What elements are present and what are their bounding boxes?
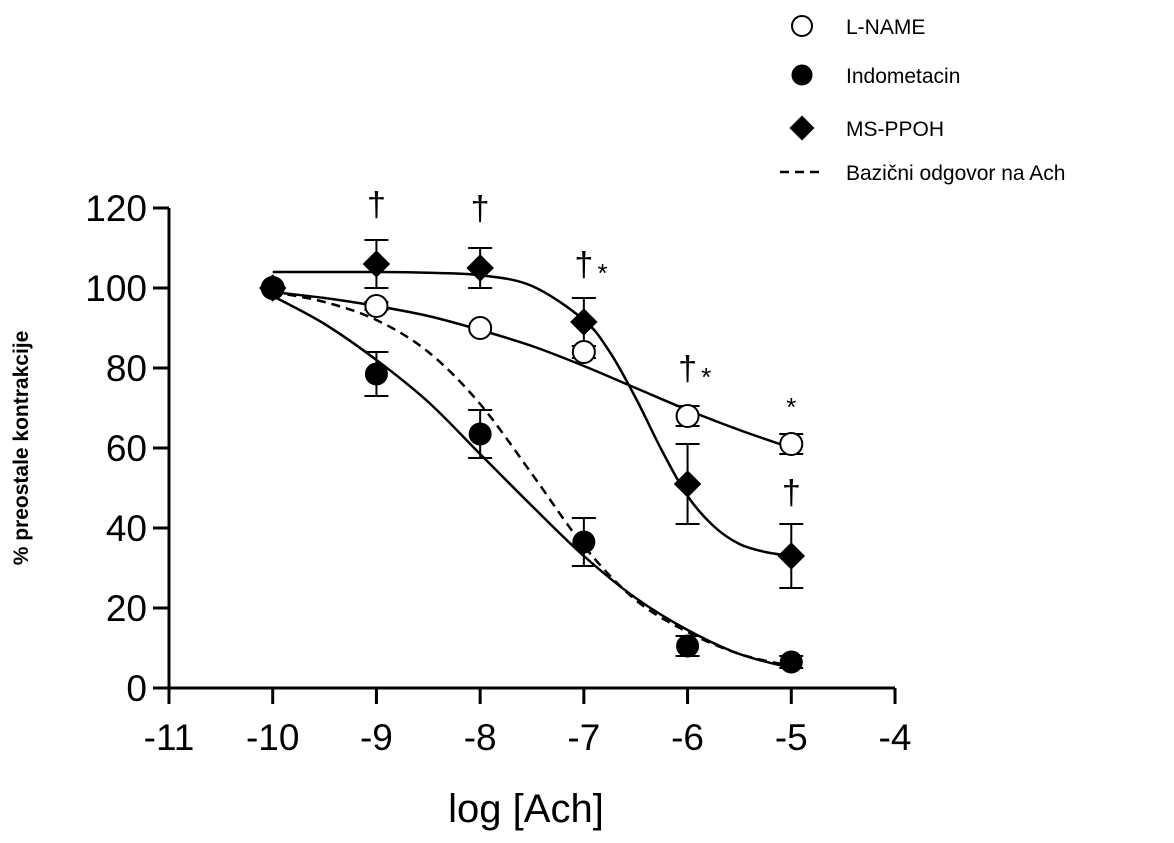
point-l-name-5 [779, 432, 804, 456]
point-indometacin-1 [364, 362, 388, 386]
significance-star-5: * [701, 362, 711, 392]
x-tick-label-10: -10 [246, 717, 299, 758]
significance-dagger-2: † [574, 246, 593, 284]
data-points [258, 250, 806, 674]
point-indometacin-5 [779, 650, 803, 674]
significance-star-6: * [786, 392, 796, 422]
point-l-name-2 [468, 316, 493, 340]
legend: L-NAME Indometacin MS-PPOH Bazični odgovor … [780, 15, 1065, 185]
x-tick-label-11: -11 [144, 717, 195, 758]
fit-curves [272, 270, 792, 670]
point-indometacin-2 [468, 422, 492, 446]
x-tick-label-5: -5 [775, 717, 808, 758]
y-tick-label-20: 20 [106, 588, 147, 629]
legend-marker [791, 15, 813, 37]
legend-label: Indometacin [846, 65, 960, 88]
legend-label: Bazični odgovor na Ach [846, 162, 1065, 185]
significance-dagger-7: † [782, 474, 801, 512]
error-bars [364, 239, 804, 669]
x-tick-label-9: -9 [360, 717, 393, 758]
point-indometacin-4 [676, 634, 700, 658]
point-indometacin-3 [572, 530, 596, 554]
legend-label: L-NAME [846, 16, 925, 39]
significance-dagger-0: † [367, 186, 386, 224]
legend-item-bazi-ni-odgovor-na-ach: Bazični odgovor na Ach [780, 162, 1065, 185]
y-tick-label-100: 100 [85, 268, 147, 309]
x-tick-label-7: -7 [567, 717, 600, 758]
curve-ms-ppoh [272, 270, 792, 558]
point-ms-ppoh-0 [258, 274, 287, 302]
legend-item-l-name: L-NAME [791, 15, 925, 39]
x-tick-label-6: -6 [671, 717, 704, 758]
legend-label: MS-PPOH [846, 118, 944, 141]
legend-marker [791, 64, 813, 86]
significance-star-3: * [597, 258, 607, 288]
y-tick-label-120: 120 [85, 188, 147, 229]
y-tick-label-80: 80 [106, 348, 147, 389]
point-ms-ppoh-5 [777, 542, 806, 570]
y-tick-label-0: 0 [126, 668, 147, 709]
axes: 0 20 40 60 80 100 120 -11 -10 -9 -8 -7 -6 -5 -4 [85, 188, 911, 758]
point-l-name-1 [364, 294, 389, 318]
legend-marker [789, 115, 815, 141]
point-ms-ppoh-4 [673, 470, 702, 498]
point-ms-ppoh-1 [362, 250, 391, 278]
curve-l-name [272, 290, 792, 450]
point-ms-ppoh-3 [570, 308, 598, 336]
curve-indometacin [272, 294, 792, 670]
significance-dagger-1: † [471, 190, 490, 228]
point-ms-ppoh-2 [466, 254, 494, 282]
significance-dagger-4: † [678, 350, 697, 388]
y-tick-label-60: 60 [106, 428, 147, 469]
annotations: † †† *† **† [367, 186, 801, 512]
x-axis-title: log [Ach] [448, 787, 604, 831]
x-tick-label-4: -4 [879, 717, 912, 758]
x-tick-label-8: -8 [464, 717, 497, 758]
curve-bazi-ni-odgovor-na-ach [272, 290, 792, 668]
y-axis-title: % preostale kontrakcije [10, 331, 33, 566]
legend-item-ms-ppoh: MS-PPOH [789, 115, 944, 141]
point-l-name-3 [571, 340, 596, 364]
y-tick-label-40: 40 [106, 508, 147, 549]
legend-item-indometacin: Indometacin [791, 64, 960, 88]
point-l-name-4 [675, 404, 700, 428]
